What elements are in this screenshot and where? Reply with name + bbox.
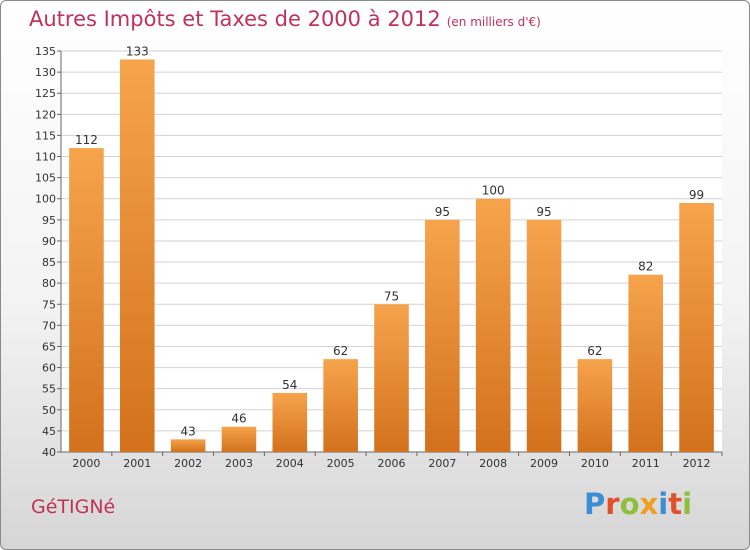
bar-value-label: 43 [180,424,195,438]
bar [475,198,511,452]
y-tick-label: 95 [42,214,56,227]
bar-value-label: 82 [638,260,653,274]
brand-letter: r [605,487,620,521]
bar-value-label: 62 [333,344,348,358]
bar [679,202,714,452]
bar [119,59,155,452]
bar [221,426,257,452]
brand-letter: o [619,487,640,521]
y-tick-label: 70 [42,319,56,332]
bar [272,392,308,452]
bar-value-label: 99 [689,188,704,202]
commune-name: GéTIGNé [31,496,116,518]
brand-letter: t [668,487,683,521]
brand-letter: x [639,487,659,521]
brand-letter: i [682,487,693,521]
brand-logo: Proxiti [584,487,692,521]
y-tick-label: 50 [42,404,56,417]
bar [374,304,409,452]
x-tick-label: 2010 [581,457,609,470]
bar [628,274,664,452]
bar [323,359,358,452]
y-tick-label: 75 [42,298,56,311]
x-tick-label: 2011 [632,457,660,470]
y-tick-label: 90 [42,235,56,248]
bar-value-label: 112 [75,133,98,147]
bar-value-label: 100 [482,184,505,198]
y-tick-label: 105 [35,172,56,185]
y-tick-label: 60 [42,362,56,375]
y-tick-label: 65 [42,340,56,353]
y-tick-label: 130 [35,66,56,79]
brand-letter: i [658,487,669,521]
y-tick-label: 100 [35,193,56,206]
y-tick-label: 115 [35,129,56,142]
brand-letter: P [584,487,606,521]
x-tick-label: 2002 [174,457,202,470]
bar [69,148,104,452]
bar-value-label: 95 [536,205,551,219]
x-tick-label: 2000 [72,457,100,470]
x-tick-label: 2012 [683,457,711,470]
bar-value-label: 133 [126,44,149,58]
y-tick-label: 120 [35,108,56,121]
x-tick-label: 2003 [225,457,253,470]
x-tick-label: 2008 [479,457,507,470]
x-tick-label: 2006 [378,457,406,470]
bar [425,219,460,452]
bar-value-label: 75 [384,289,399,303]
bar-value-label: 46 [231,412,246,426]
chart-title-text: Autres Impôts et Taxes de 2000 à 2012 [29,7,441,31]
y-tick-label: 55 [42,383,56,396]
chart-title: Autres Impôts et Taxes de 2000 à 2012 (en… [29,7,541,31]
bar-value-label: 54 [282,378,297,392]
x-tick-label: 2005 [327,457,355,470]
bar-value-label: 62 [587,344,602,358]
x-tick-label: 2009 [530,457,558,470]
y-tick-label: 125 [35,87,56,100]
bar-value-label: 95 [435,205,450,219]
bar [577,359,613,452]
x-tick-label: 2004 [276,457,304,470]
y-tick-label: 40 [42,446,56,459]
bar [526,219,562,452]
y-tick-label: 110 [35,151,56,164]
y-tick-label: 85 [42,256,56,269]
bar [170,439,206,452]
y-tick-label: 80 [42,277,56,290]
chart-subtitle: (en milliers d'€) [446,15,541,29]
y-tick-label: 135 [35,45,56,58]
x-tick-label: 2007 [428,457,456,470]
x-tick-label: 2001 [123,457,151,470]
y-tick-label: 45 [42,425,56,438]
